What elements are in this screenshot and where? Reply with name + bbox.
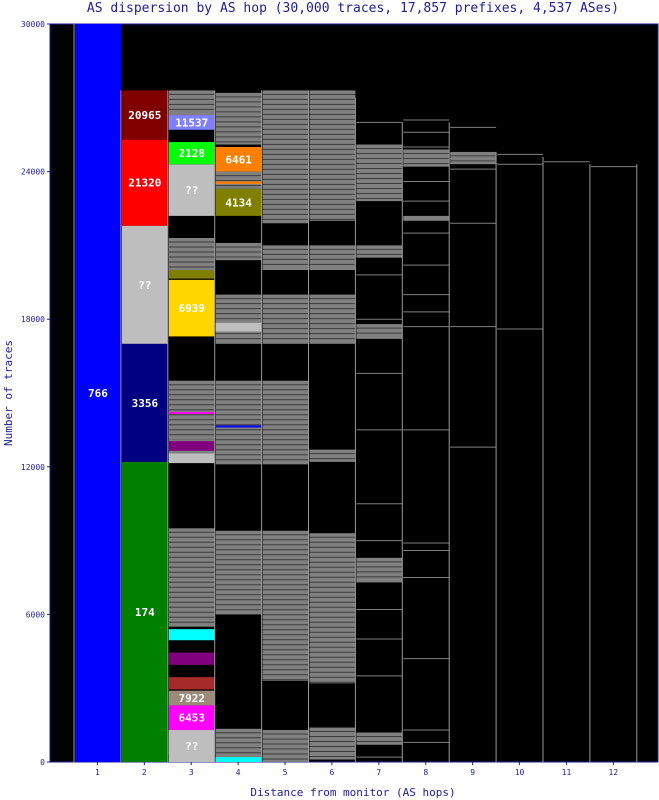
- as-segment-4-14: [215, 147, 262, 172]
- gray-band: [215, 530, 262, 615]
- x-tick-label: 4: [236, 768, 241, 777]
- x-tick-label: 1: [95, 768, 100, 777]
- as-segment-4-13: [215, 188, 262, 216]
- y-tick-label: 0: [40, 758, 45, 767]
- as-label-2-3: ??: [138, 279, 151, 292]
- as-segment: [215, 757, 262, 762]
- x-tick-label: 2: [142, 768, 147, 777]
- as-label-3-6: ??: [185, 740, 198, 753]
- as-segment: [168, 440, 215, 451]
- x-tick-label: 9: [470, 768, 475, 777]
- y-tick-label: 18000: [21, 315, 45, 324]
- x-tick-label: 11: [562, 768, 572, 777]
- as-segment-1-0: [75, 24, 121, 762]
- as-label-3-10: ??: [185, 184, 198, 197]
- x-tick-label: 12: [609, 768, 619, 777]
- as-segment-2-4: [121, 139, 168, 226]
- as-label-2-5: 20965: [128, 109, 161, 122]
- as-segment-3-9: [168, 279, 215, 337]
- gray-band: [309, 294, 356, 344]
- gray-band: [215, 294, 262, 344]
- gray-band: [450, 151, 497, 165]
- x-axis: 1 2 3 4 5 6 7 8 9 10 11 12: [95, 762, 618, 777]
- x-tick-label: 7: [376, 768, 381, 777]
- x-tick-label: 5: [283, 768, 288, 777]
- as-label-3-8: 7922: [179, 692, 206, 705]
- y-axis: 0 6000 12000 18000 24000 30000: [21, 20, 50, 767]
- gray-band: [309, 449, 356, 462]
- gray-band: [262, 90, 309, 224]
- y-tick-label: 6000: [26, 610, 45, 619]
- as-label-2-2: 3356: [132, 397, 159, 410]
- as-label-3-11: 2128: [179, 147, 206, 160]
- x-tick-label: 6: [330, 768, 335, 777]
- as-segment: [215, 181, 262, 184]
- gray-band: [309, 90, 356, 221]
- as-segment: [215, 425, 262, 428]
- as-label-3-9: 6939: [179, 302, 206, 315]
- x-tick-label: 3: [189, 768, 194, 777]
- gray-band: [403, 215, 450, 221]
- as-segment-3-11: [168, 142, 215, 165]
- as-segment-2-5: [121, 90, 168, 140]
- trace-bands: [168, 90, 637, 762]
- as-segment-3-7: [168, 705, 215, 731]
- as-segment-3-12: [168, 115, 215, 130]
- y-tick-label: 12000: [21, 463, 45, 472]
- gray-band: [262, 730, 309, 762]
- as-label-3-12: 11537: [175, 116, 208, 129]
- as-label-2-1: 174: [135, 606, 155, 619]
- as-segment-3-8: [168, 690, 215, 706]
- as-segment: [168, 270, 215, 279]
- as-segment-2-1: [121, 461, 168, 762]
- gray-band: [356, 732, 403, 745]
- as-label-3-7: 6453: [179, 712, 206, 725]
- gray-band: [356, 245, 403, 258]
- as-segment-2-3: [121, 225, 168, 344]
- y-tick-label: 24000: [21, 168, 45, 177]
- as-segment-3-6: [168, 730, 215, 762]
- segment-labels: 766 174 3356?? 21320 20965?? 6453 7922 6939?? 21…: [88, 109, 252, 753]
- gray-band: [262, 380, 309, 465]
- as-label-4-14: 6461: [225, 153, 252, 166]
- as-segment-2-2: [121, 343, 168, 462]
- x-tick-label: 8: [423, 768, 428, 777]
- hop-dividers: [73, 24, 638, 762]
- gray-band: [262, 530, 309, 681]
- as-segment-3-10: [168, 164, 215, 216]
- as-segment: [168, 652, 215, 665]
- x-tick-label: 10: [515, 768, 525, 777]
- as-segment: [168, 453, 215, 464]
- gray-band: [215, 728, 262, 762]
- gray-band: [309, 533, 356, 684]
- as-segment: [215, 322, 262, 332]
- as-label-1-0: 766: [88, 387, 108, 400]
- gray-band: [262, 294, 309, 344]
- gray-band: [356, 144, 403, 202]
- as-segment: [168, 411, 215, 414]
- y-tick-label: 30000: [21, 20, 45, 29]
- gray-band: [215, 380, 262, 465]
- as-label-4-13: 4134: [225, 196, 252, 209]
- x-axis-title: Distance from monitor (AS hops): [250, 786, 455, 799]
- gray-band: [356, 324, 403, 339]
- chart-title: AS dispersion by AS hop (30,000 traces, …: [87, 1, 619, 16]
- gray-band: [309, 727, 356, 760]
- as-segment: [168, 629, 215, 641]
- y-axis-title: Number of traces: [2, 340, 15, 446]
- as-segment: [168, 677, 215, 690]
- gray-band: [168, 238, 215, 270]
- as-label-2-4: 21320: [128, 177, 161, 190]
- as-segments: [75, 24, 262, 762]
